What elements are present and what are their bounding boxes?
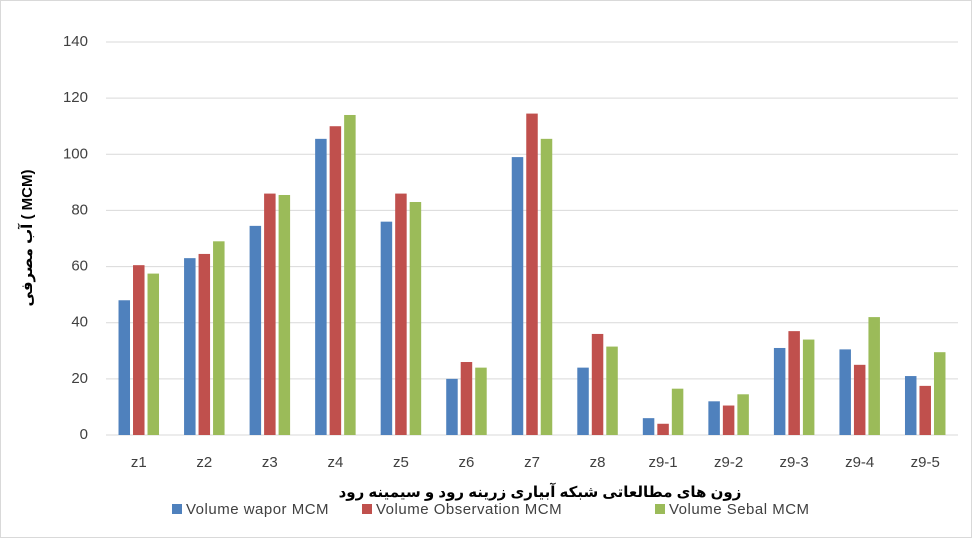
bar <box>802 339 815 435</box>
bar <box>540 138 553 435</box>
y-tick-label: 120 <box>63 89 88 106</box>
bar <box>577 367 589 435</box>
bar <box>380 221 393 435</box>
x-tick-label: z3 <box>262 454 278 471</box>
bar <box>184 258 196 435</box>
y-tick-label: 0 <box>80 426 88 443</box>
bar <box>133 265 145 435</box>
x-tick-label: z5 <box>393 454 409 471</box>
bar <box>606 346 618 435</box>
bar <box>657 423 669 435</box>
bar <box>868 317 880 435</box>
bar <box>773 347 786 435</box>
bar <box>147 273 160 435</box>
x-tick-label: z9-2 <box>714 454 743 471</box>
x-tick-label: z7 <box>524 454 540 471</box>
x-tick-label: z9-4 <box>845 454 874 471</box>
legend-swatch <box>172 504 182 514</box>
y-tick-label: 140 <box>63 33 88 50</box>
x-tick-label: z2 <box>196 454 212 471</box>
bar <box>904 376 917 435</box>
legend-swatch <box>362 504 372 514</box>
bar <box>395 193 407 435</box>
bar <box>526 113 538 435</box>
bar <box>511 157 524 436</box>
bar <box>344 114 356 435</box>
bar <box>446 378 458 435</box>
bar <box>249 225 262 435</box>
bar <box>475 367 487 435</box>
x-tick-label: z6 <box>459 454 475 471</box>
bar <box>409 202 422 435</box>
bar <box>213 241 225 435</box>
bar <box>315 138 327 435</box>
x-tick-label: z1 <box>131 454 147 471</box>
bar <box>722 405 735 435</box>
y-axis-label: آب مصرفی ( MCM) <box>18 170 36 307</box>
bar <box>642 418 655 435</box>
bar <box>933 352 946 435</box>
bar <box>264 193 276 435</box>
y-tick-label: 40 <box>71 314 88 331</box>
legend-label: Volume wapor MCM <box>186 501 329 518</box>
y-tick-label: 80 <box>71 201 88 218</box>
x-tick-label: z9-1 <box>648 454 677 471</box>
bar <box>839 349 851 435</box>
bar <box>278 194 291 435</box>
bar <box>118 300 131 435</box>
legend-swatch <box>655 504 665 514</box>
x-tick-label: z9-3 <box>780 454 809 471</box>
bar <box>853 364 866 435</box>
x-tick-label: z4 <box>327 454 343 471</box>
legend-label: Volume Observation MCM <box>376 501 562 518</box>
bar <box>671 388 684 435</box>
legend-label: Volume Sebal MCM <box>669 501 810 518</box>
bar <box>198 253 211 435</box>
bar <box>708 401 720 435</box>
bar <box>460 362 473 435</box>
y-tick-label: 60 <box>71 258 88 275</box>
x-axis-label: زون های مطالعاتی شبکه آبیاری زرینه رود و… <box>339 483 742 501</box>
bar <box>329 126 342 435</box>
bar <box>788 331 800 435</box>
x-tick-label: z8 <box>590 454 606 471</box>
bar <box>737 394 749 435</box>
x-tick-label: z9-5 <box>911 454 940 471</box>
y-tick-label: 20 <box>71 370 88 387</box>
y-tick-label: 100 <box>63 145 88 162</box>
bar <box>591 333 604 435</box>
bar <box>919 385 931 435</box>
